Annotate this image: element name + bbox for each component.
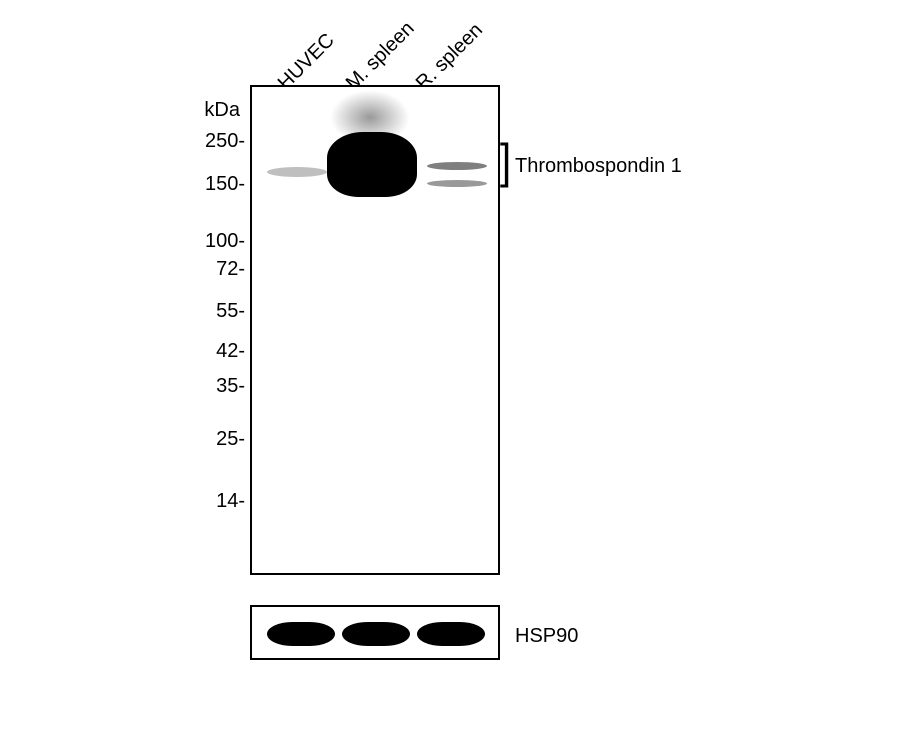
marker-150: 150- <box>180 173 245 196</box>
hsp90-band-1 <box>267 622 335 646</box>
hsp90-label: HSP90 <box>515 625 578 648</box>
band-strong-m-spleen <box>327 132 417 197</box>
band-faint-r-spleen-2 <box>427 180 487 187</box>
marker-250: 250- <box>180 130 245 153</box>
marker-100: 100- <box>180 230 245 253</box>
thrombospondin-bracket: ] <box>500 136 511 190</box>
kda-unit-label: kDa <box>180 99 240 122</box>
marker-25: 25- <box>195 428 245 451</box>
marker-72: 72- <box>195 258 245 281</box>
marker-55: 55- <box>195 300 245 323</box>
marker-35: 35- <box>195 375 245 398</box>
hsp90-band-3 <box>417 622 485 646</box>
band-faint-huvec <box>267 167 327 177</box>
hsp90-band-2 <box>342 622 410 646</box>
thrombospondin-label: Thrombospondin 1 <box>515 155 682 178</box>
marker-42: 42- <box>195 340 245 363</box>
western-blot-figure: HUVEC M. spleen R. spleen kDa 250- 150- … <box>0 0 917 733</box>
band-faint-r-spleen-1 <box>427 162 487 170</box>
lane-label-r-spleen: R. spleen <box>412 19 488 95</box>
lane-label-m-spleen: M. spleen <box>342 17 420 95</box>
loading-control-panel <box>250 605 500 660</box>
marker-14: 14- <box>195 490 245 513</box>
main-blot-panel <box>250 85 500 575</box>
